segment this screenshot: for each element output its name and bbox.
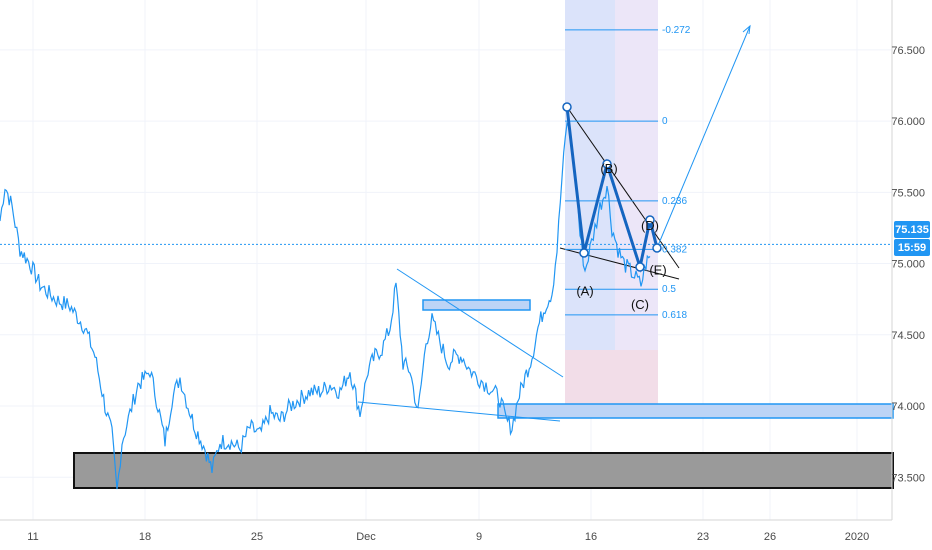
current-price-badge: 75.135 15:59 (894, 221, 930, 256)
y-axis: 73.500 74.000 74.500 75.000 75.500 76.000 76.5… (891, 45, 925, 484)
price-line (0, 121, 651, 490)
wave-label: (A) (576, 284, 593, 299)
x-tick-label: 2020 (845, 531, 869, 543)
x-tick-label: 16 (585, 531, 597, 543)
y-tick-label: 74.000 (891, 401, 925, 413)
wave-point[interactable] (579, 248, 589, 258)
wedge-lower-line[interactable] (357, 401, 561, 422)
y-tick-label: 73.500 (891, 472, 925, 484)
demand-zone[interactable] (497, 403, 894, 419)
y-tick-label: 74.500 (891, 330, 925, 342)
fib-level-label: 0.382 (662, 244, 687, 255)
wedge-upper-line[interactable] (396, 268, 564, 378)
fib-level-label: -0.272 (662, 25, 691, 36)
wave-markers (562, 102, 662, 272)
support-zone[interactable] (73, 452, 894, 489)
countdown-badge-bg (894, 239, 930, 256)
fib-level-label: 0.618 (662, 310, 687, 321)
fib-band-right (615, 0, 658, 350)
y-tick-label: 76.500 (891, 45, 925, 57)
x-axis: 11 18 25 Dec 9 16 23 26 2020 (27, 531, 869, 543)
y-tick-label: 75.500 (891, 187, 925, 199)
grid (0, 0, 892, 520)
wave-label: (C) (631, 297, 649, 312)
wave-point[interactable] (652, 243, 662, 253)
wave-labels: (A) (B) (C) (D) (E) (576, 161, 666, 312)
x-tick-label: 25 (251, 531, 263, 543)
wave-point[interactable] (635, 262, 645, 272)
fib-level-label: 0.236 (662, 196, 687, 207)
wave-point[interactable] (645, 215, 655, 225)
wave-label: (E) (649, 262, 666, 277)
wave-label: (D) (641, 218, 659, 233)
arrow-head-icon (742, 24, 751, 35)
fib-level-label: 0.5 (662, 284, 676, 295)
trendlines (357, 24, 751, 422)
price-badge-bg (894, 221, 930, 238)
fib-level-label: 0 (662, 116, 668, 127)
fib-band (565, 0, 658, 418)
x-tick-label: 9 (476, 531, 482, 543)
fib-band-left (565, 0, 615, 418)
wave-point[interactable] (602, 159, 612, 169)
wave-point[interactable] (562, 102, 572, 112)
y-tick-label: 75.000 (891, 259, 925, 271)
x-tick-label: 11 (27, 531, 38, 543)
x-tick-label: 23 (697, 531, 709, 543)
x-tick-label: Dec (356, 531, 376, 543)
price-series (0, 121, 651, 490)
wave-path[interactable] (565, 106, 659, 273)
projection-arrow (656, 25, 751, 249)
x-tick-label: 26 (764, 531, 776, 543)
resistance-zone[interactable] (422, 299, 531, 311)
wave-label: (B) (600, 161, 617, 176)
x-tick-label: 18 (139, 531, 151, 543)
y-tick-label: 76.000 (891, 116, 925, 128)
current-price-label: 75.135 (895, 224, 929, 236)
countdown-label: 15:59 (898, 242, 926, 254)
